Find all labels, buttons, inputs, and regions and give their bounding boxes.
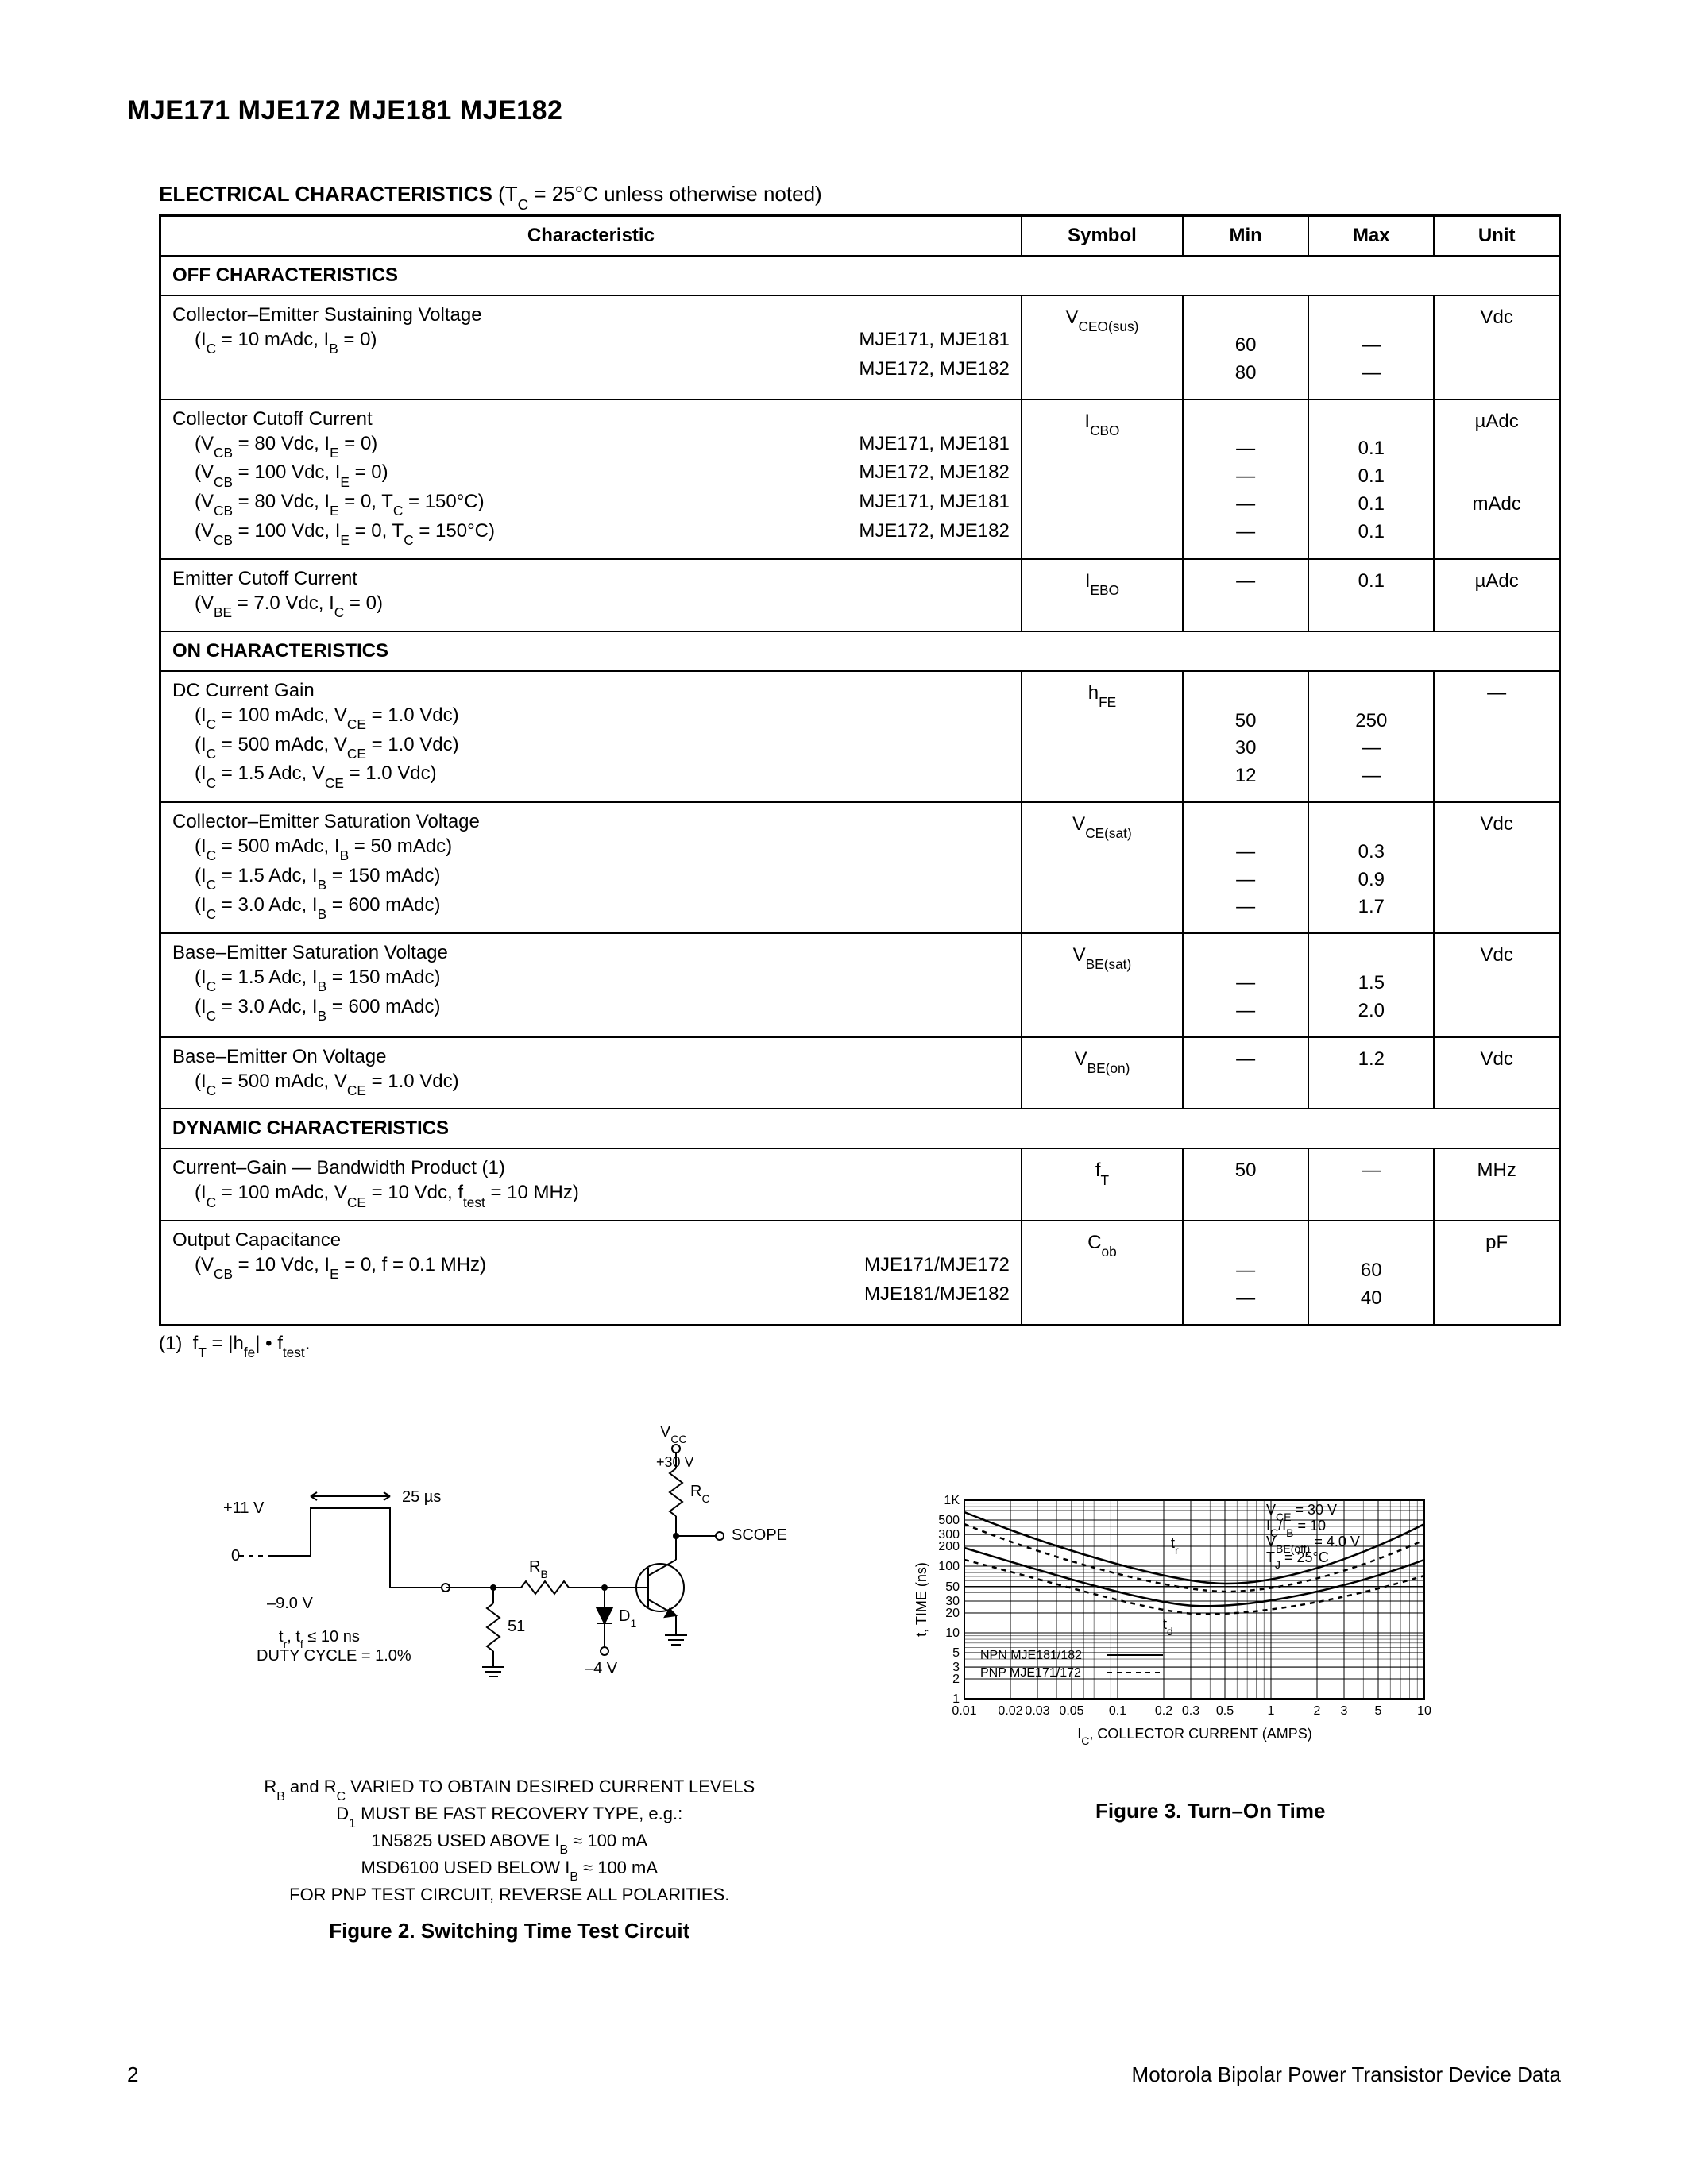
svg-text:0: 0	[231, 1547, 240, 1565]
characteristics-table: Characteristic Symbol Min Max Unit OFF C…	[159, 214, 1561, 1325]
table-row: Collector Cutoff Current(VCB = 80 Vdc, I…	[160, 399, 1560, 559]
section-heading: DYNAMIC CHARACTERISTICS	[160, 1109, 1560, 1148]
svg-text:VCC: VCC	[660, 1423, 687, 1445]
svg-text:200: 200	[938, 1540, 960, 1553]
svg-text:500: 500	[938, 1514, 960, 1527]
turnon-chart-svg: t, TIME (ns) IC, COLLECTOR CURRENT (AMPS…	[909, 1421, 1512, 1786]
svg-text:20: 20	[945, 1607, 960, 1620]
svg-text:–4 V: –4 V	[585, 1660, 618, 1677]
svg-text:100: 100	[938, 1560, 960, 1573]
table-row: Emitter Cutoff Current(VBE = 7.0 Vdc, IC…	[160, 559, 1560, 631]
section-heading: OFF CHARACTERISTICS	[160, 256, 1560, 295]
svg-text:+11 V: +11 V	[223, 1499, 265, 1517]
svg-text:0.5: 0.5	[1216, 1704, 1234, 1718]
page-footer: 2 Motorola Bipolar Power Transistor Devi…	[127, 2062, 1561, 2087]
svg-text:300: 300	[938, 1528, 960, 1542]
switching-circuit-svg: 25 µs +11 V 0 –9.0 V tr, tf ≤ 10 ns DUTY…	[207, 1421, 811, 1770]
fig3-caption: Figure 3. Turn–On Time	[876, 1799, 1546, 1823]
col-max: Max	[1308, 216, 1434, 257]
svg-text:2: 2	[952, 1673, 960, 1686]
table-row: Base–Emitter On Voltage(IC = 500 mAdc, V…	[160, 1037, 1560, 1109]
svg-text:tr: tr	[1171, 1535, 1179, 1557]
svg-text:3: 3	[1340, 1704, 1347, 1718]
svg-text:0.05: 0.05	[1059, 1704, 1083, 1718]
svg-text:+30 V: +30 V	[656, 1454, 694, 1470]
svg-text:D1: D1	[619, 1607, 636, 1630]
svg-text:50: 50	[945, 1580, 960, 1594]
svg-text:NPN MJE181/182: NPN MJE181/182	[980, 1649, 1082, 1662]
svg-text:RC: RC	[690, 1483, 710, 1505]
svg-text:PNP MJE171/172: PNP MJE171/172	[980, 1666, 1081, 1680]
svg-text:0.01: 0.01	[952, 1704, 976, 1718]
svg-text:3: 3	[952, 1661, 960, 1674]
page-number: 2	[127, 2062, 138, 2087]
col-unit: Unit	[1434, 216, 1559, 257]
table-row: DC Current Gain(IC = 100 mAdc, VCE = 1.0…	[160, 671, 1560, 802]
col-symbol: Symbol	[1022, 216, 1183, 257]
svg-text:1K: 1K	[944, 1494, 960, 1507]
svg-text:5: 5	[952, 1646, 960, 1660]
fig2-caption: Figure 2. Switching Time Test Circuit	[175, 1919, 844, 1943]
table-header-row: Characteristic Symbol Min Max Unit	[160, 216, 1560, 257]
page-header: MJE171 MJE172 MJE181 MJE182	[127, 95, 1561, 126]
col-min: Min	[1183, 216, 1308, 257]
section-title: ELECTRICAL CHARACTERISTICS (TC = 25°C un…	[159, 182, 1561, 210]
fig2-notes: RB and RC VARIED TO OBTAIN DESIRED CURRE…	[175, 1775, 844, 1906]
svg-text:51: 51	[508, 1618, 525, 1635]
svg-text:IC, COLLECTOR CURRENT (AMPS): IC, COLLECTOR CURRENT (AMPS)	[1077, 1726, 1312, 1747]
svg-text:30: 30	[945, 1595, 960, 1608]
svg-text:RB: RB	[529, 1558, 548, 1580]
svg-text:SCOPE: SCOPE	[732, 1526, 787, 1544]
svg-text:2: 2	[1313, 1704, 1320, 1718]
footnote: (1) fT = |hfe| • ftest.	[159, 1333, 1561, 1358]
svg-text:–9.0 V: –9.0 V	[267, 1595, 313, 1612]
svg-text:0.03: 0.03	[1025, 1704, 1049, 1718]
table-row: Current–Gain — Bandwidth Product (1)(IC …	[160, 1148, 1560, 1221]
table-row: Collector–Emitter Saturation Voltage(IC …	[160, 802, 1560, 933]
figure-3: t, TIME (ns) IC, COLLECTOR CURRENT (AMPS…	[876, 1421, 1546, 1823]
svg-text:0.02: 0.02	[998, 1704, 1022, 1718]
svg-text:0.3: 0.3	[1182, 1704, 1199, 1718]
svg-text:5: 5	[1374, 1704, 1381, 1718]
svg-text:0.2: 0.2	[1155, 1704, 1172, 1718]
svg-text:t, TIME (ns): t, TIME (ns)	[914, 1563, 929, 1638]
table-row: Base–Emitter Saturation Voltage(IC = 1.5…	[160, 933, 1560, 1036]
svg-text:1: 1	[1267, 1704, 1274, 1718]
svg-text:10: 10	[1417, 1704, 1431, 1718]
footer-text: Motorola Bipolar Power Transistor Device…	[1132, 2062, 1561, 2087]
svg-text:10: 10	[945, 1626, 960, 1640]
figures-row: 25 µs +11 V 0 –9.0 V tr, tf ≤ 10 ns DUTY…	[175, 1421, 1545, 1943]
col-characteristic: Characteristic	[160, 216, 1022, 257]
section-heading: ON CHARACTERISTICS	[160, 631, 1560, 671]
svg-text:td: td	[1163, 1616, 1173, 1638]
svg-text:25 µs: 25 µs	[402, 1488, 441, 1506]
figure-2: 25 µs +11 V 0 –9.0 V tr, tf ≤ 10 ns DUTY…	[175, 1421, 844, 1943]
table-row: Output Capacitance(VCB = 10 Vdc, IE = 0,…	[160, 1221, 1560, 1325]
svg-text:DUTY CYCLE = 1.0%: DUTY CYCLE = 1.0%	[257, 1647, 411, 1665]
svg-text:0.1: 0.1	[1109, 1704, 1126, 1718]
table-row: Collector–Emitter Sustaining Voltage(IC …	[160, 295, 1560, 399]
